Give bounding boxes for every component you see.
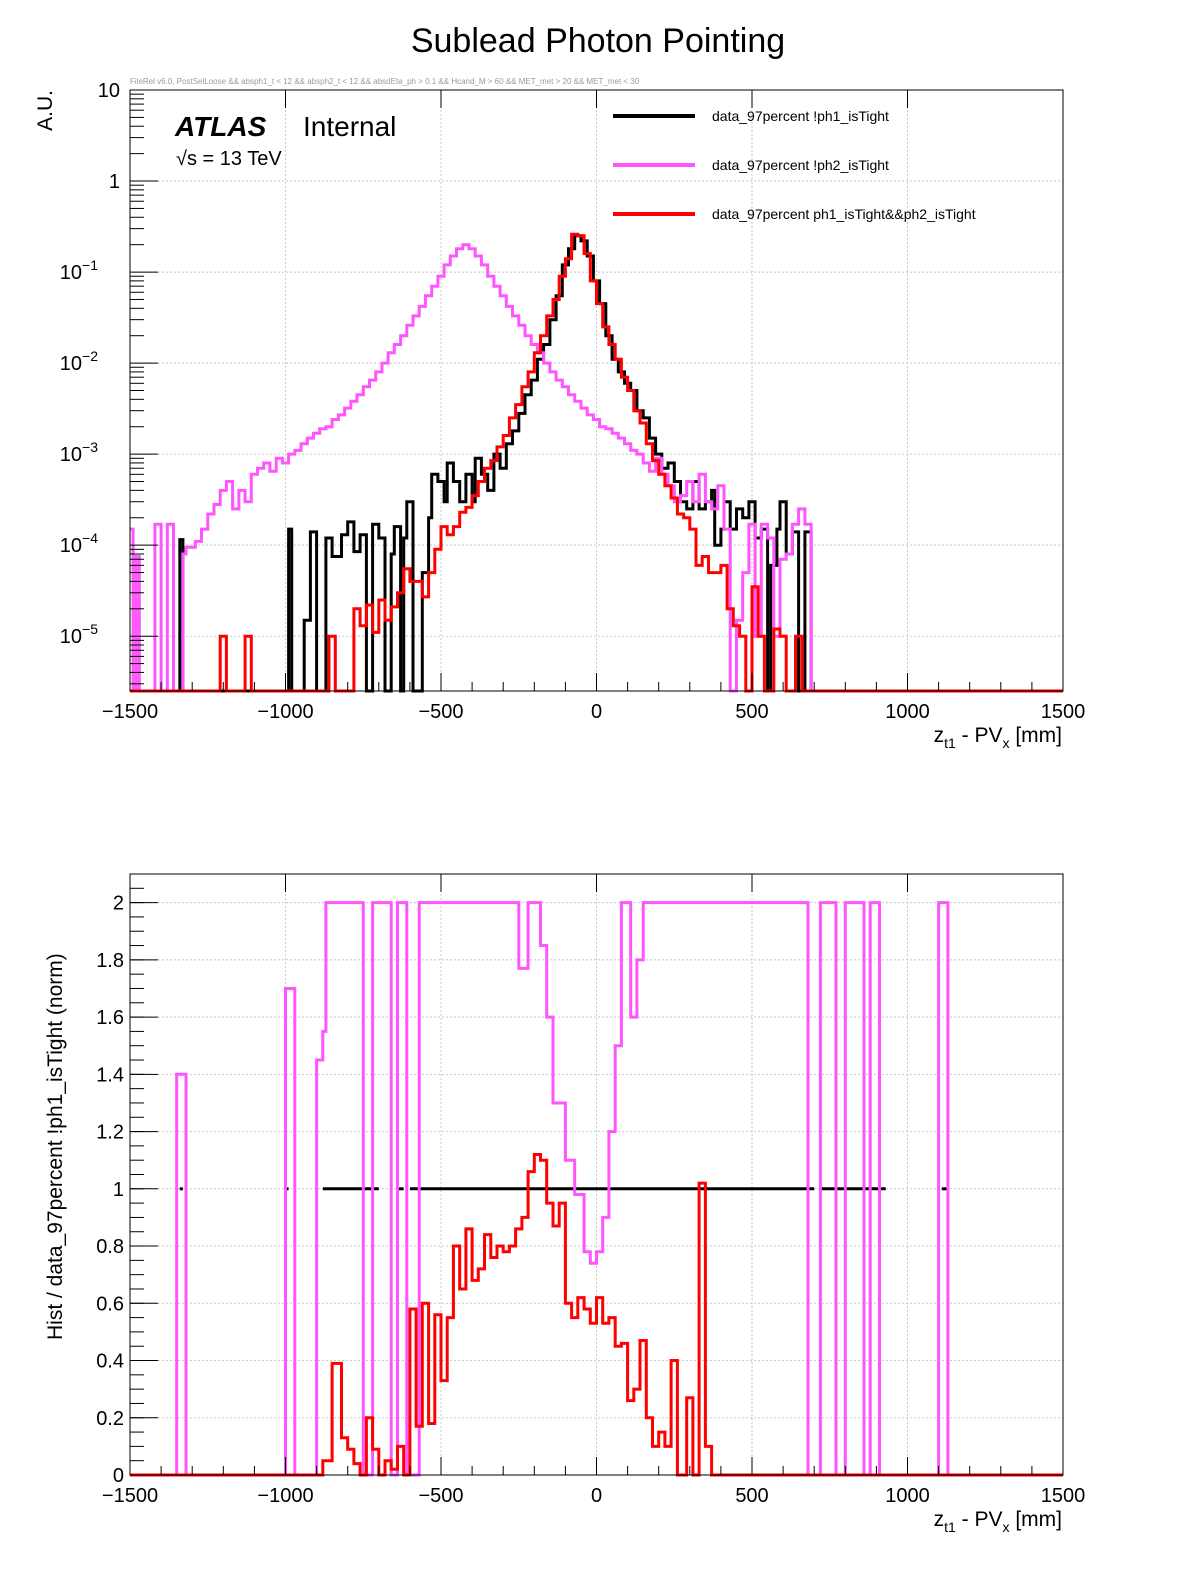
ytick-base: 10 (60, 353, 82, 375)
bottom-series (130, 901, 1063, 1477)
bottom-ytick-label: 1.6 (96, 1007, 124, 1029)
top-ytick-label: 10−3 (60, 439, 98, 466)
top-ytick-label: 10−2 (60, 348, 98, 375)
top-ytick-label: 10 (98, 80, 120, 102)
bottom-xtick-label: 1500 (1041, 1485, 1086, 1507)
top-series (130, 232, 1063, 693)
top-ytick-label: 10−5 (60, 621, 98, 648)
bottom-ytick-label: 0 (113, 1465, 124, 1487)
top-ytick-label: 10−4 (60, 530, 98, 557)
bottom-ticks (129, 874, 1064, 1476)
bottom-yaxis-label: Hist / data_97percent !ph1_isTight (norm… (44, 953, 67, 1340)
bottom-series-line-2 (130, 1153, 1063, 1477)
ytick-exponent: −5 (82, 621, 98, 637)
bottom-ytick-label: 1.8 (96, 950, 124, 972)
bottom-xaxis-label: zt1 - PVx [mm] (934, 1508, 1062, 1535)
ytick-exponent: −2 (82, 348, 98, 364)
bottom-xtick-label: −1500 (102, 1485, 158, 1507)
top-xtick-labels: −1500 −1000 −500 0 500 1000 1500 (102, 701, 1085, 723)
bottom-ytick-label: 0.2 (96, 1408, 124, 1430)
bottom-ytick-label: 0.4 (96, 1351, 124, 1373)
bottom-xtick-label: 500 (735, 1485, 768, 1507)
ytick-base: 10 (60, 535, 82, 557)
ytick-base: 10 (60, 262, 82, 284)
top-xtick-label: 1500 (1041, 701, 1086, 723)
bottom-ytick-label: 1.4 (96, 1064, 124, 1086)
bottom-xtick-label: 1000 (885, 1485, 930, 1507)
bottom-xtick-labels: −1500 −1000 −500 0 500 1000 1500 (102, 1485, 1085, 1507)
ytick-exponent: −3 (82, 439, 98, 455)
top-ytick-label: 10−1 (60, 257, 98, 284)
top-ticks (129, 89, 1064, 691)
cuts-text: FileRel v6.0, PostSelLoose && absph1_t <… (130, 77, 640, 86)
top-ytick-label: 1 (109, 171, 120, 193)
xlabel-sub-t1: t1 (944, 735, 956, 751)
top-panel: −1500 −1000 −500 0 500 1000 1500 10110−110−210… (34, 80, 1085, 751)
bottom-xtick-label: −500 (418, 1485, 463, 1507)
xlabel-sub-x: x (1003, 1519, 1010, 1535)
top-xtick-label: 0 (591, 701, 602, 723)
ytick-exponent: −1 (82, 257, 98, 273)
ytick-exponent: −4 (82, 530, 98, 546)
bottom-xtick-label: −1000 (257, 1485, 313, 1507)
legend: data_97percent !ph1_isTight data_97percen… (613, 108, 976, 222)
legend-label-0: data_97percent !ph1_isTight (712, 108, 889, 124)
bottom-ytick-label: 1.2 (96, 1122, 124, 1144)
bottom-ytick-label: 0.8 (96, 1236, 124, 1258)
bottom-panel: −1500 −1000 −500 0 500 1000 1500 0 0.2 0.4 0.6 0.8… (44, 873, 1085, 1535)
top-yaxis-label: A.U. (34, 90, 57, 131)
legend-label-1: data_97percent !ph2_isTight (712, 157, 889, 173)
top-grid (130, 90, 1063, 691)
xlabel-unit: [mm] (1010, 1508, 1063, 1531)
top-series-line-1 (130, 243, 1063, 693)
xlabel-z: z (934, 1508, 945, 1531)
xlabel-pv: - PV (956, 1508, 1003, 1531)
bottom-ytick-label: 2 (113, 893, 124, 915)
bottom-ytick-label: 0.6 (96, 1293, 124, 1315)
xlabel-unit: [mm] (1010, 724, 1063, 747)
energy-label: √s = 13 TeV (176, 148, 282, 170)
legend-label-2: data_97percent ph1_isTight&&ph2_isTight (712, 206, 976, 222)
bottom-xtick-label: 0 (591, 1485, 602, 1507)
top-xaxis-label: zt1 - PVx [mm] (934, 724, 1062, 751)
top-series-line-2 (130, 232, 1063, 693)
xlabel-pv: - PV (956, 724, 1003, 747)
atlas-label: ATLAS (174, 111, 267, 142)
top-xtick-label: −1000 (257, 701, 313, 723)
bottom-ytick-label: 1 (113, 1179, 124, 1201)
atlas-status: Internal (303, 111, 396, 142)
ytick-base: 10 (60, 626, 82, 648)
xlabel-z: z (934, 724, 945, 747)
top-xtick-label: −500 (418, 701, 463, 723)
xlabel-sub-x: x (1003, 735, 1010, 751)
ytick-base: 10 (60, 444, 82, 466)
figure-title: Sublead Photon Pointing (411, 22, 785, 60)
top-xtick-label: 1000 (885, 701, 930, 723)
top-xtick-label: −1500 (102, 701, 158, 723)
bottom-ytick-labels: 0 0.2 0.4 0.6 0.8 1 1.2 1.4 1.6 1.8 2 (96, 893, 124, 1487)
xlabel-sub-t1: t1 (944, 1519, 956, 1535)
bottom-series-line-1 (130, 901, 1063, 1477)
top-xtick-label: 500 (735, 701, 768, 723)
